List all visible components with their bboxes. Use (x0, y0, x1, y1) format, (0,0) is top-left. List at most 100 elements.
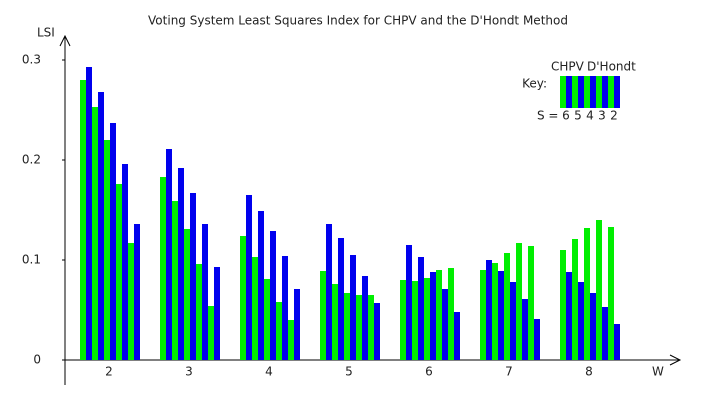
bar (104, 140, 110, 360)
bar (614, 324, 620, 360)
bar (522, 299, 528, 360)
x-tick-label: 8 (585, 365, 593, 379)
x-tick-label: 5 (345, 365, 353, 379)
legend-subgroup: 6 (562, 109, 570, 123)
bar (356, 295, 362, 360)
y-tick-label: 0.1 (22, 253, 41, 267)
x-tick-label: 2 (105, 365, 113, 379)
bar (326, 224, 332, 360)
bar (436, 270, 442, 360)
bar (332, 284, 338, 360)
bar (122, 164, 128, 360)
key-label: Key: (522, 77, 547, 91)
bar (80, 80, 86, 360)
legend-swatch (572, 76, 578, 108)
bar (320, 271, 326, 360)
legend-label: CHPV (551, 60, 585, 74)
bar (566, 272, 572, 360)
bar (288, 320, 294, 360)
bar (344, 293, 350, 360)
legend-swatch (560, 76, 566, 108)
bar (528, 246, 534, 360)
bar (178, 168, 184, 360)
bar (448, 268, 454, 360)
x-axis-label: W (652, 365, 664, 379)
bar (584, 228, 590, 360)
x-tick-label: 4 (265, 365, 273, 379)
legend-subgroup: 2 (610, 109, 618, 123)
bar (572, 239, 578, 360)
bar (608, 227, 614, 360)
legend-label: D'Hondt (587, 60, 636, 74)
x-tick-label: 6 (425, 365, 433, 379)
bar (430, 272, 436, 360)
bar (258, 211, 264, 360)
bar (86, 67, 92, 360)
bar (424, 278, 430, 360)
bar (160, 177, 166, 360)
bar (214, 267, 220, 360)
bar (196, 264, 202, 360)
bar (454, 312, 460, 360)
legend-subgroup-label: S = (537, 109, 559, 123)
bar (128, 243, 134, 360)
bar (510, 282, 516, 360)
bar (596, 220, 602, 360)
bar (190, 193, 196, 360)
bar (374, 303, 380, 360)
y-axis (59, 34, 71, 385)
bar (412, 281, 418, 360)
bar (246, 195, 252, 360)
legend-swatch (596, 76, 602, 108)
bar (516, 243, 522, 360)
legend-swatch (590, 76, 596, 108)
bar (134, 224, 140, 360)
bar (578, 282, 584, 360)
bar (172, 201, 178, 360)
x-tick-label: 3 (185, 365, 193, 379)
bar (406, 245, 412, 360)
y-tick-label: 0.2 (22, 153, 41, 167)
x-tick-label: 7 (505, 365, 513, 379)
bar (240, 236, 246, 360)
bar (270, 231, 276, 360)
bar (252, 257, 258, 360)
legend-swatch (578, 76, 584, 108)
bar (202, 224, 208, 360)
bar (338, 238, 344, 360)
bar (98, 92, 104, 360)
legend-swatch (608, 76, 614, 108)
legend-subgroup: 3 (598, 109, 606, 123)
bar (184, 229, 190, 360)
bar (368, 295, 374, 360)
legend-swatch (584, 76, 590, 108)
y-tick-label: 0.3 (22, 53, 41, 67)
bar (276, 302, 282, 360)
bar (282, 256, 288, 360)
bar (590, 293, 596, 360)
bar (294, 289, 300, 360)
legend-subgroup: 4 (586, 109, 594, 123)
legend-swatch (566, 76, 572, 108)
legend-swatch (614, 76, 620, 108)
bar (418, 257, 424, 360)
bar (110, 123, 116, 360)
y-tick-label: 0 (33, 353, 41, 367)
bar (602, 307, 608, 360)
bar (208, 306, 214, 360)
bar (480, 270, 486, 360)
bar (504, 253, 510, 360)
bar (116, 184, 122, 360)
bar (442, 289, 448, 360)
bar (534, 319, 540, 360)
bar (498, 271, 504, 360)
bar (350, 255, 356, 360)
bar (362, 276, 368, 360)
bar (486, 260, 492, 360)
bar (264, 279, 270, 360)
bar (166, 149, 172, 360)
chart-title: Voting System Least Squares Index for CH… (148, 14, 568, 28)
y-axis-label: LSI (37, 26, 55, 40)
legend-swatch (602, 76, 608, 108)
bar (400, 280, 406, 360)
